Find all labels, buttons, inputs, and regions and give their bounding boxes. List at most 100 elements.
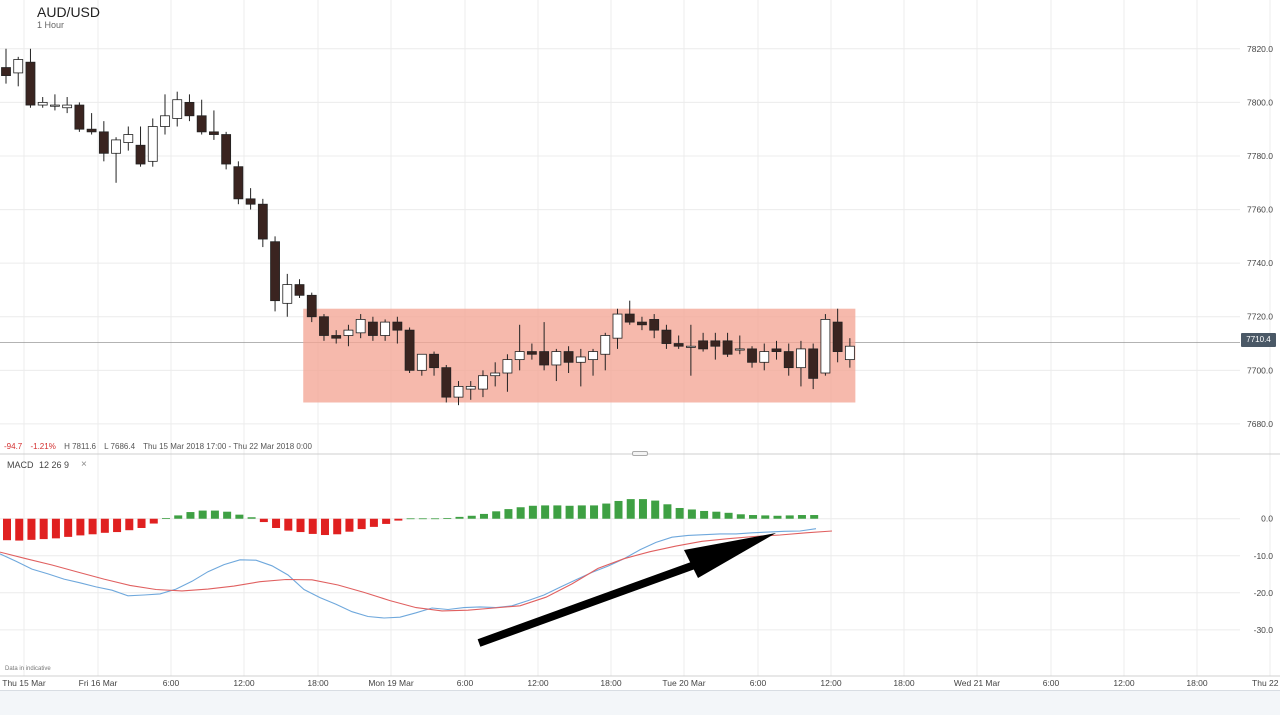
candle-body — [514, 351, 525, 361]
histogram-bar — [394, 518, 403, 521]
histogram-bar — [369, 518, 378, 527]
histogram-bar — [736, 514, 745, 519]
histogram-bar — [259, 518, 268, 523]
candle-body — [759, 351, 770, 363]
candle-body — [294, 284, 305, 296]
histogram-bar — [687, 509, 696, 519]
price-tick-label: 7740.0 — [1247, 258, 1273, 268]
signal-line — [0, 530, 833, 612]
time-tick-label: 6:00 — [457, 678, 474, 688]
time-tick-label: Mon 19 Mar — [368, 678, 414, 688]
candle-body — [832, 321, 843, 352]
candle-body — [306, 294, 317, 318]
close-icon[interactable]: × — [81, 459, 87, 470]
time-tick-label: 18:00 — [307, 678, 329, 688]
candle-body — [98, 131, 109, 154]
candle-body — [747, 348, 757, 363]
candle-body — [820, 319, 831, 374]
histogram-bar — [296, 518, 305, 533]
macd-histogram — [3, 499, 819, 541]
candle-body — [563, 351, 574, 363]
histogram-bar — [418, 518, 427, 520]
arrow-head — [684, 533, 776, 578]
pane-resize-handle[interactable] — [632, 451, 648, 456]
current-price-tag: 7710.4 — [1241, 333, 1276, 347]
histogram-bar — [284, 518, 293, 531]
histogram-bar — [590, 505, 599, 519]
candle-body — [111, 139, 121, 154]
histogram-bar — [614, 500, 623, 519]
candle-body — [147, 126, 158, 162]
macd-tick-label: 0.0 — [1261, 514, 1273, 524]
candle-body — [245, 198, 256, 205]
histogram-bar — [443, 517, 452, 519]
candle-body — [404, 329, 415, 371]
histogram-bar — [577, 505, 586, 519]
histogram-bar — [700, 510, 709, 519]
histogram-bar — [272, 518, 281, 528]
low-value: L 7686.4 — [104, 442, 136, 451]
time-tick-label: Tue 20 Mar — [662, 678, 705, 688]
histogram-bar — [345, 518, 354, 532]
candle-body — [25, 61, 36, 106]
candle-body — [416, 353, 427, 371]
candle-body — [135, 144, 146, 165]
change-percent: -1.21% — [30, 442, 56, 451]
histogram-bar — [553, 505, 562, 519]
candle-body — [86, 128, 97, 133]
price-axis: 7820.0 7800.0 7780.0 7760.0 7740.0 7720.0 7700… — [1247, 44, 1273, 429]
indicator-name: MACD — [7, 460, 34, 470]
time-tick-label: 6:00 — [163, 678, 180, 688]
histogram-bar — [467, 515, 476, 519]
candle-body — [710, 340, 721, 347]
histogram-bar — [455, 516, 464, 519]
time-navigator[interactable] — [0, 690, 1280, 715]
histogram-bar — [749, 515, 758, 519]
histogram-bar — [15, 518, 24, 541]
candle-body — [551, 351, 562, 366]
candle-body — [490, 372, 501, 377]
trend-arrow — [477, 533, 776, 647]
arrow-shaft — [477, 559, 702, 647]
candle-body — [37, 101, 48, 106]
time-tick-label: Wed 21 Mar — [954, 678, 1000, 688]
histogram-bar — [431, 518, 440, 520]
candle-body — [172, 99, 183, 119]
candle-body — [808, 348, 819, 379]
histogram-bar — [88, 518, 97, 535]
price-tick-label: 7700.0 — [1247, 365, 1273, 375]
candle-body — [624, 313, 635, 323]
candle-body — [465, 386, 476, 390]
price-stats: -94.7 -1.21% H 7811.6 L 7686.4 Thu 15 Ma… — [4, 442, 312, 451]
candle-body — [13, 59, 24, 74]
histogram-bar — [663, 504, 672, 519]
histogram-bar — [100, 518, 109, 533]
histogram-bar — [528, 505, 537, 519]
candle-body — [526, 351, 537, 355]
price-tick-label: 7800.0 — [1247, 97, 1273, 107]
indicator-params: 12 26 9 — [39, 460, 70, 470]
candle-body — [771, 348, 782, 352]
candle-body — [50, 104, 60, 107]
histogram-bar — [565, 505, 574, 519]
candle-body — [575, 356, 586, 363]
time-tick-label: 12:00 — [233, 678, 255, 688]
histogram-bar — [186, 512, 195, 519]
candle-body — [661, 329, 672, 344]
time-tick-label: 18:00 — [600, 678, 622, 688]
chart-title: AUD/USD — [37, 4, 101, 20]
candle-body — [441, 367, 452, 398]
histogram-bar — [773, 515, 782, 519]
time-tick-label: 12:00 — [820, 678, 842, 688]
candle-body — [123, 134, 134, 143]
histogram-bar — [113, 518, 122, 533]
histogram-bar — [320, 518, 329, 536]
histogram-bar — [504, 509, 513, 519]
high-value: H 7811.6 — [64, 442, 96, 451]
candle-body — [844, 345, 855, 361]
macd-tick-label: -10.0 — [1254, 551, 1274, 561]
histogram-bar — [174, 515, 183, 519]
candle-body — [343, 329, 354, 336]
change-value: -94.7 — [4, 442, 23, 451]
